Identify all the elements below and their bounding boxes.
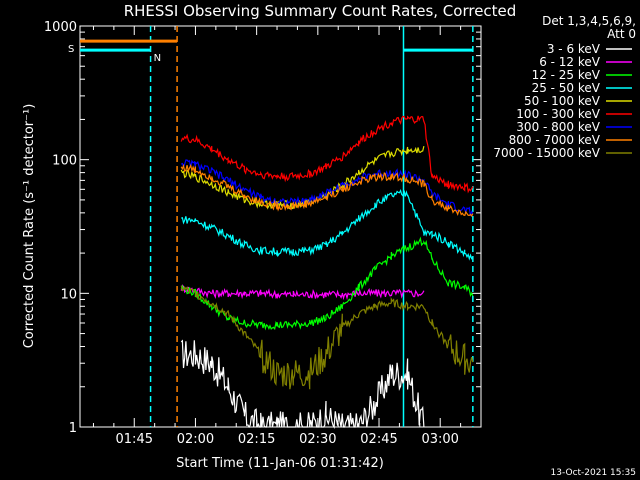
x-tick-label: 02:30 bbox=[299, 432, 336, 447]
x-tick-label: 02:00 bbox=[177, 432, 214, 447]
y-axis-label: Corrected Count Rate (s⁻¹ detector⁻¹) bbox=[22, 104, 37, 349]
legend-entry-label: 6 - 12 keV bbox=[539, 55, 601, 69]
series-line bbox=[181, 189, 474, 261]
series-line bbox=[180, 115, 474, 194]
x-tick-label: 02:45 bbox=[360, 432, 397, 447]
plot-frame bbox=[79, 25, 482, 428]
footer-timestamp: 13-Oct-2021 15:35 bbox=[551, 468, 636, 478]
legend-entry-label: 3 - 6 keV bbox=[547, 42, 601, 56]
series-line bbox=[180, 339, 425, 429]
flag-label: N bbox=[154, 53, 161, 64]
y-tick-label: 1 bbox=[69, 421, 77, 436]
legend-entry-label: 7000 - 15000 keV bbox=[493, 146, 600, 160]
legend-header: Att 0 bbox=[607, 27, 636, 41]
legend-entry-label: 25 - 50 keV bbox=[532, 81, 601, 95]
y-tick-label: 100 bbox=[52, 154, 77, 169]
series-line bbox=[180, 285, 474, 390]
x-tick-label: 02:15 bbox=[238, 432, 275, 447]
x-tick-label: 01:45 bbox=[116, 432, 153, 447]
series-line bbox=[180, 163, 474, 217]
chart-title: RHESSI Observing Summary Count Rates, Co… bbox=[124, 2, 517, 20]
series-line bbox=[180, 236, 474, 331]
legend-entry-label: 100 - 300 keV bbox=[516, 107, 600, 121]
legend-header: Det 1,3,4,5,6,9, bbox=[542, 14, 636, 28]
legend-entry-label: 800 - 7000 keV bbox=[509, 133, 601, 147]
series-line bbox=[180, 145, 425, 210]
legend-entry-label: 300 - 800 keV bbox=[516, 120, 600, 134]
x-tick-label: 03:00 bbox=[421, 432, 458, 447]
legend-entry-label: 50 - 100 keV bbox=[524, 94, 601, 108]
y-tick-label: 10 bbox=[60, 287, 77, 302]
series-line bbox=[180, 284, 425, 301]
y-tick-label: 1000 bbox=[44, 20, 77, 35]
flag-label: S bbox=[68, 44, 74, 55]
legend-entry-label: 12 - 25 keV bbox=[532, 68, 601, 82]
x-axis-label: Start Time (11-Jan-06 01:31:42) bbox=[176, 456, 384, 471]
